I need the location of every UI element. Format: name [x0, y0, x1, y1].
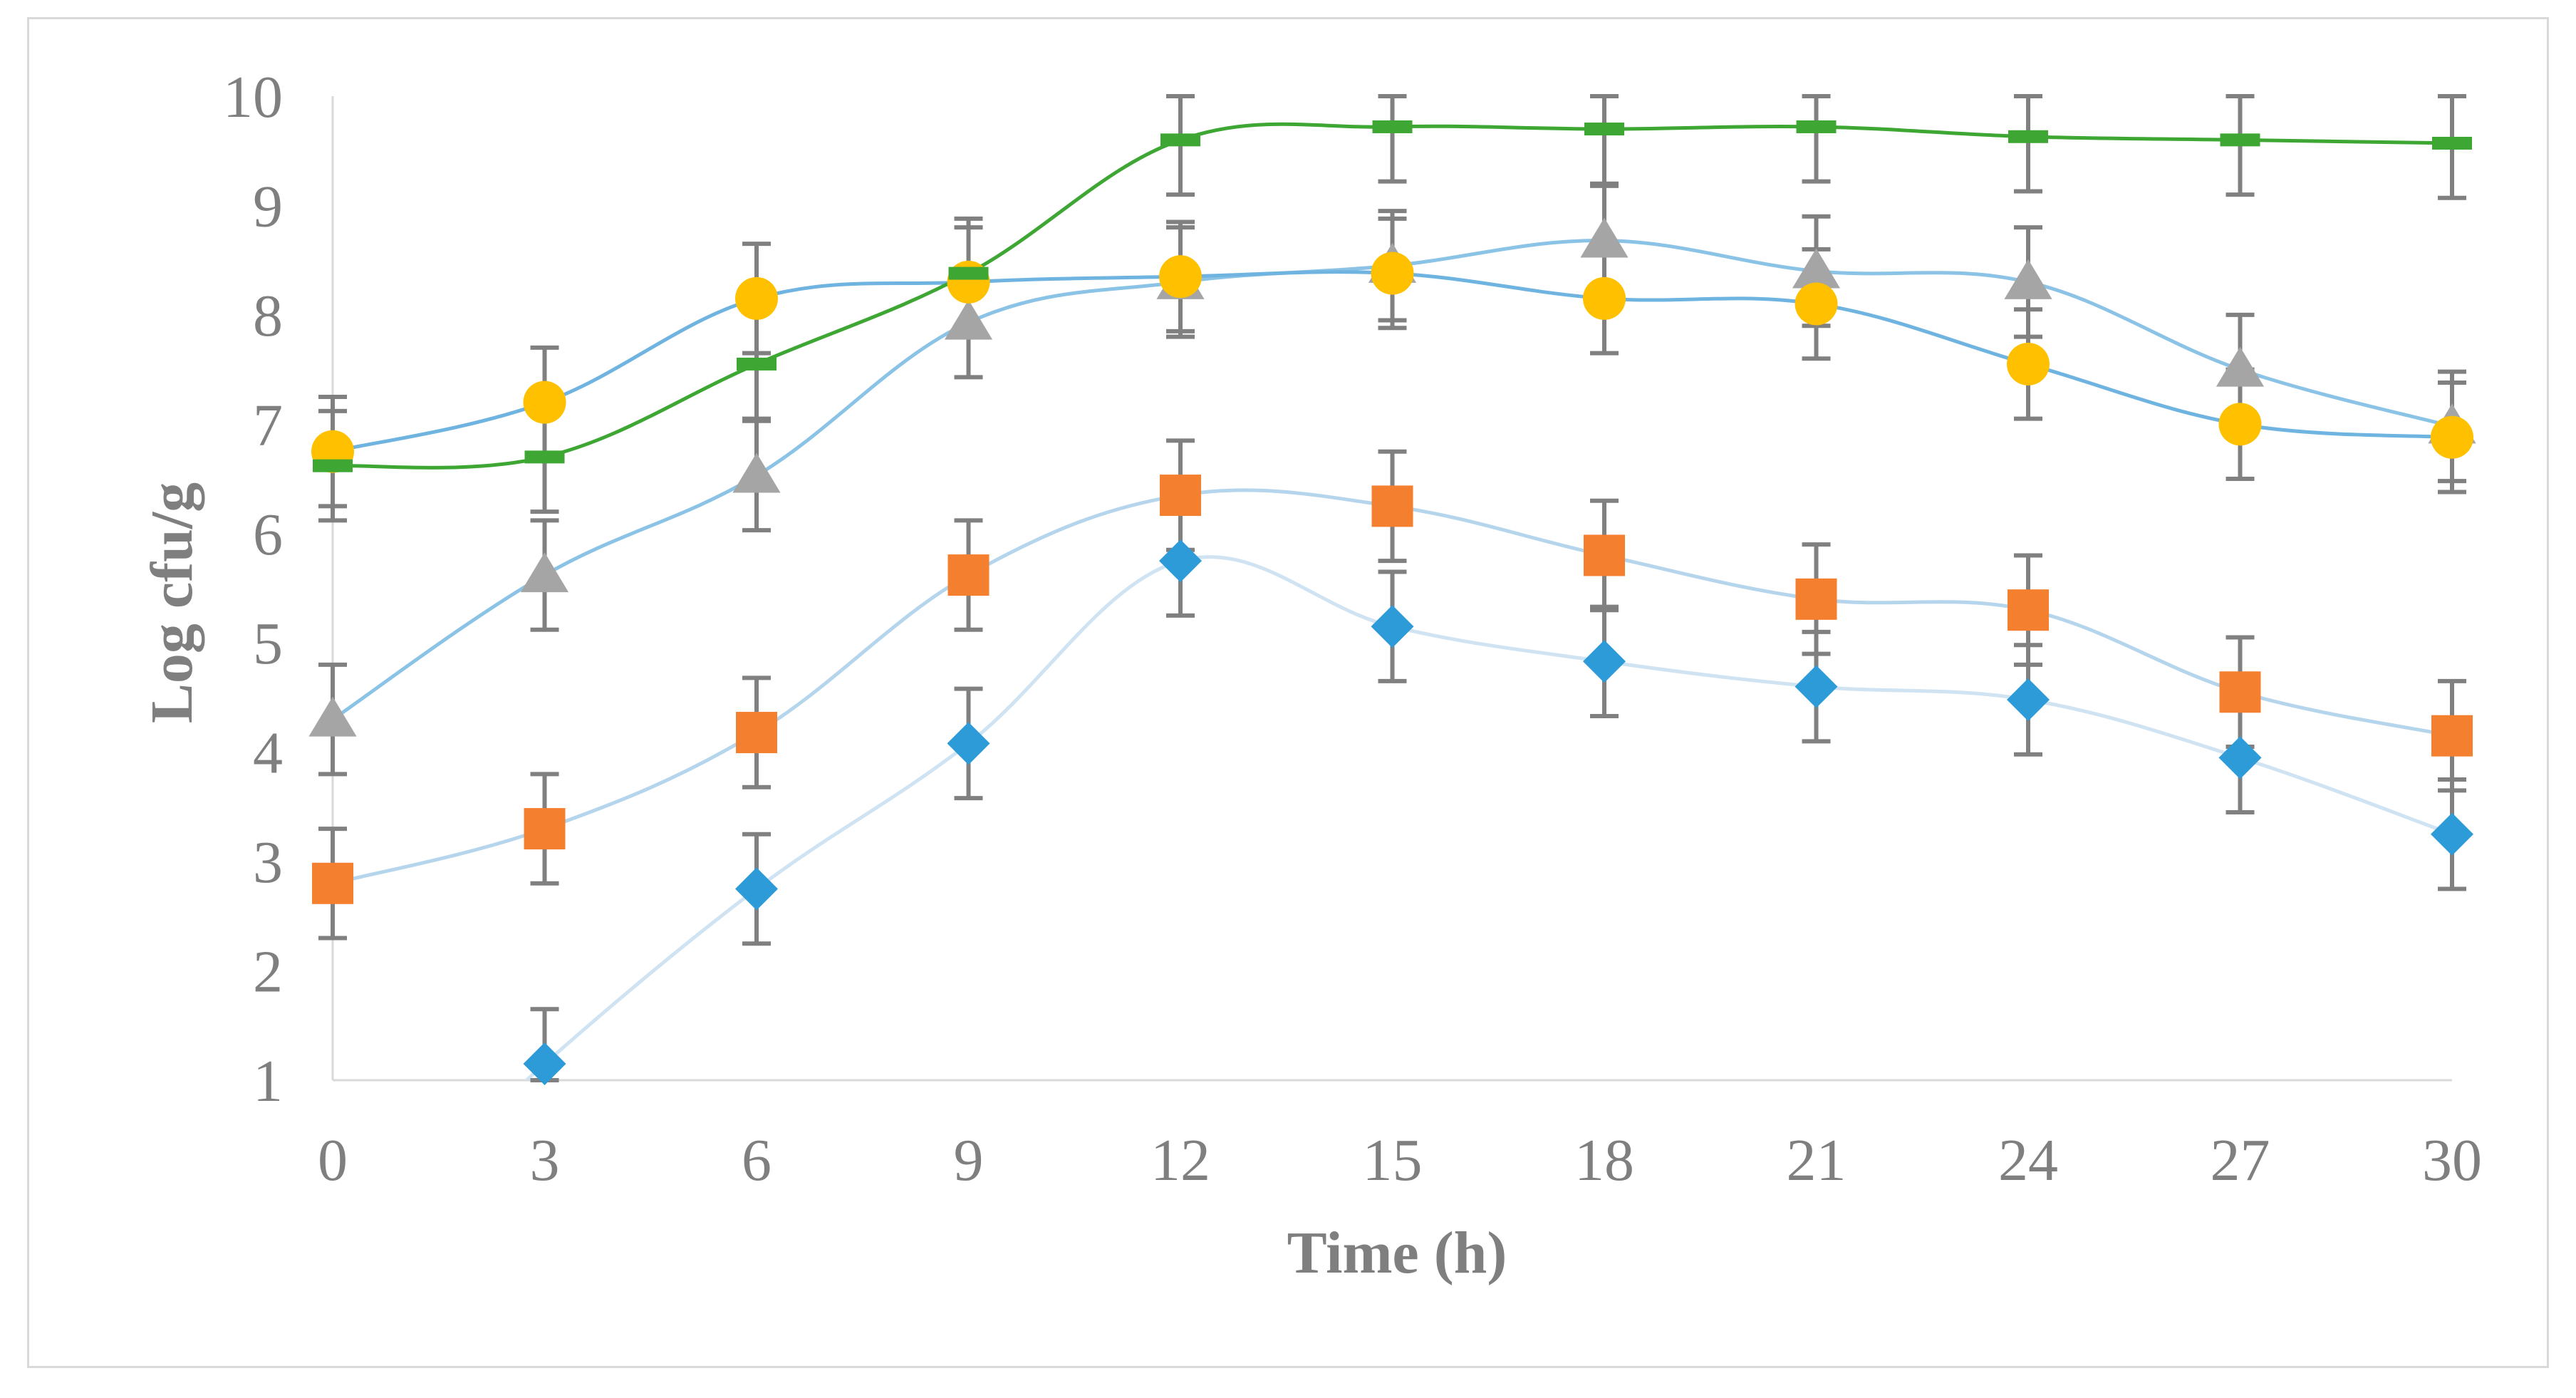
dash-series-point: [1796, 120, 1837, 133]
circle-series-point: [1371, 252, 1414, 295]
y-tick-label: 6: [253, 502, 283, 568]
x-tick-label: 0: [318, 1127, 348, 1194]
y-tick-label: 7: [253, 392, 283, 458]
dash-series-point: [1584, 123, 1624, 136]
circle-series-point: [1583, 276, 1626, 320]
x-tick-label: 24: [1998, 1127, 2058, 1194]
y-tick-label: 10: [223, 64, 283, 130]
dash-series-point: [1160, 133, 1200, 147]
diamond-series-point: [523, 1042, 566, 1085]
triangle-series-point: [308, 696, 357, 737]
triangle-series-point: [520, 552, 569, 593]
square-series-point: [2219, 671, 2261, 713]
dash-series-point: [2220, 133, 2260, 147]
circle-series-point: [2431, 415, 2473, 459]
x-tick-label: 21: [1787, 1127, 1847, 1194]
square-series-point: [2008, 589, 2049, 631]
square-series-point: [1160, 475, 1201, 517]
triangle-series-point: [2216, 346, 2265, 387]
series-markers: [308, 120, 2476, 1085]
square-series-point: [736, 712, 777, 754]
dash-series-point: [1372, 120, 1413, 133]
square-series-point: [1584, 534, 1625, 576]
triangle-series-point: [732, 452, 781, 493]
circle-series-point: [2007, 342, 2050, 385]
circle-series-point: [1159, 255, 1202, 299]
square-series-point: [312, 862, 353, 904]
square-series-point: [524, 808, 566, 850]
x-tick-label: 6: [742, 1127, 772, 1194]
diamond-series-point: [947, 722, 990, 765]
dash-series-point: [313, 459, 353, 472]
x-tick-label: 9: [954, 1127, 984, 1194]
x-tick-label: 30: [2422, 1127, 2482, 1194]
y-tick-label: 8: [253, 283, 283, 349]
diamond-series-point: [1159, 539, 1202, 583]
dash-series-point: [948, 266, 989, 280]
circle-series-point: [1795, 282, 1838, 326]
x-axis-title: Time (h): [1287, 1220, 1507, 1286]
circle-series-point: [2218, 403, 2262, 446]
x-tick-label: 12: [1151, 1127, 1210, 1194]
triangle-series-point: [1580, 217, 1629, 258]
y-tick-label: 4: [253, 720, 283, 787]
triangle-series-point: [2004, 259, 2052, 299]
y-tick-label: 5: [253, 611, 283, 677]
x-tick-label: 27: [2211, 1127, 2270, 1194]
dash-series-point: [524, 450, 565, 464]
diamond-series-point: [1795, 665, 1838, 708]
diamond-series-point: [1583, 640, 1626, 683]
circle-series-point: [523, 380, 566, 424]
y-tick-label: 9: [253, 173, 283, 239]
triangle-series-point: [944, 299, 993, 340]
square-series-point: [947, 554, 990, 596]
x-tick-label: 15: [1363, 1127, 1423, 1194]
diamond-series-point: [735, 867, 778, 911]
diamond-series-point: [2218, 736, 2262, 780]
dash-series-point: [2432, 136, 2472, 150]
diamond-series-point: [2007, 678, 2050, 722]
y-tick-label: 3: [253, 829, 283, 896]
triangle-series-point: [1792, 248, 1841, 289]
chart-frame: 1 2 3 4 5 6 7 8 9 10 0 3 6 9 12 15 18 21 24 27 30 Time (h) L…: [27, 17, 2549, 1368]
x-tick-label: 3: [530, 1127, 560, 1194]
x-tick-label: 18: [1574, 1127, 1634, 1194]
diamond-series-line: [524, 555, 2453, 1080]
y-tick-label: 2: [253, 939, 283, 1005]
square-series-point: [1795, 578, 1837, 620]
dash-series-point: [2008, 130, 2048, 143]
square-series-point: [1371, 485, 1413, 527]
circle-series-point: [735, 276, 778, 320]
square-series-point: [2431, 715, 2473, 757]
y-axis-title: Log cfu/g: [139, 482, 205, 723]
diamond-series-point: [1371, 605, 1414, 648]
diamond-series-point: [2431, 812, 2473, 856]
y-tick-label: 1: [253, 1048, 283, 1114]
dash-series-point: [737, 357, 777, 371]
